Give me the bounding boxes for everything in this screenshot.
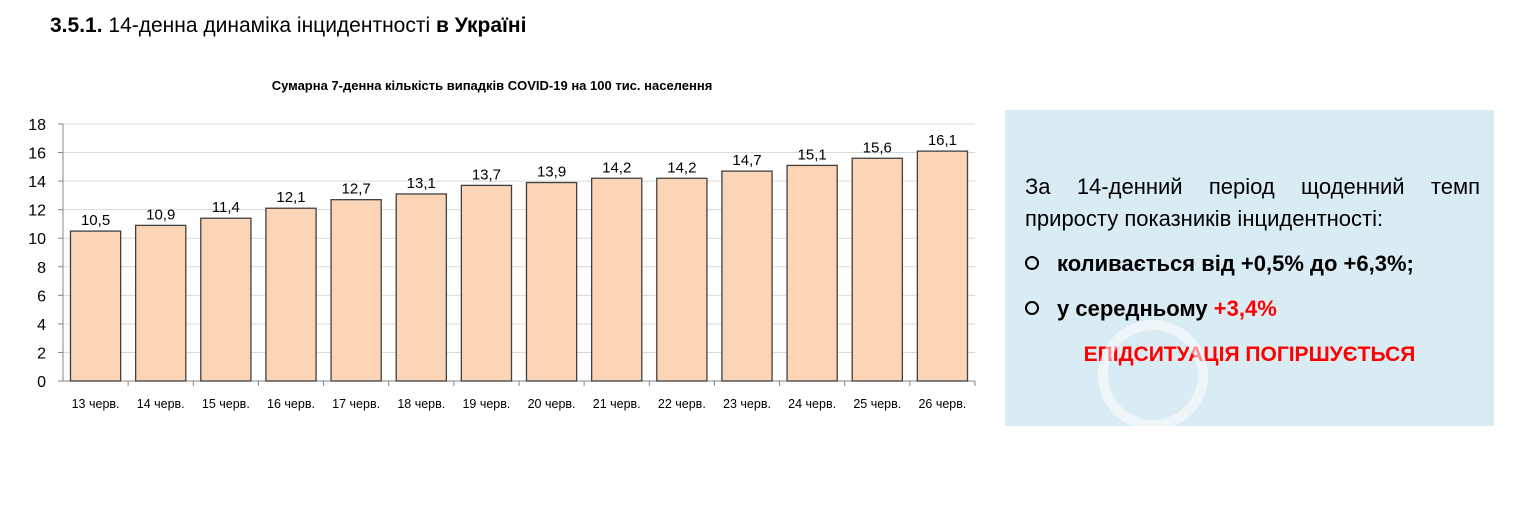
x-tick-label: 19 черв. xyxy=(462,397,510,411)
bar xyxy=(656,177,708,382)
y-tick-label: 8 xyxy=(37,260,46,277)
bar xyxy=(851,157,904,382)
summary-line-2: приросту показників інцидентності: xyxy=(1025,206,1384,231)
data-label: 10,5 xyxy=(81,212,110,229)
bullet-circle-icon xyxy=(1025,256,1039,271)
y-tick-label: 6 xyxy=(37,288,46,305)
data-label: 15,6 xyxy=(863,139,892,156)
x-tick-label: 22 черв. xyxy=(658,397,706,411)
data-label: 14,2 xyxy=(602,159,631,176)
bar-chart: Сумарна 7-денна кількість випадків COVID… xyxy=(28,78,976,411)
bar xyxy=(786,164,838,382)
y-tick-label: 12 xyxy=(28,203,46,220)
x-tick-label: 15 черв. xyxy=(202,397,250,411)
summary-line-1: За 14-денний період щоденний темп xyxy=(1025,174,1480,199)
data-label: 16,1 xyxy=(928,132,957,149)
bullet-average: у середньому +3,4% xyxy=(1025,294,1480,324)
y-tick-label: 0 xyxy=(37,374,46,391)
bar xyxy=(916,150,969,382)
data-label: 11,4 xyxy=(212,199,240,216)
x-tick-label: 23 черв. xyxy=(723,397,771,411)
data-label: 15,1 xyxy=(798,146,827,163)
data-label: 14,7 xyxy=(732,152,761,169)
x-tick-label: 25 черв. xyxy=(853,397,901,411)
data-label: 12,7 xyxy=(342,181,371,198)
bullet-average-value: +3,4% xyxy=(1213,296,1277,321)
section-number: 3.5.1. xyxy=(50,14,103,37)
chart-title: Сумарна 7-денна кількість випадків COVID… xyxy=(272,78,713,93)
section-title-bold: в Україні xyxy=(435,14,527,37)
x-tick-label: 17 черв. xyxy=(332,397,380,411)
x-tick-label: 20 черв. xyxy=(528,397,576,411)
bar xyxy=(200,217,252,382)
bar xyxy=(460,184,513,382)
y-tick-label: 18 xyxy=(28,117,46,134)
bar xyxy=(69,230,122,382)
data-label: 13,9 xyxy=(537,164,566,181)
data-label: 10,9 xyxy=(146,206,175,223)
x-tick-label: 21 черв. xyxy=(593,397,641,411)
data-label: 12,1 xyxy=(276,189,305,206)
bar xyxy=(525,181,578,382)
x-tick-label: 14 черв. xyxy=(137,397,185,411)
data-label: 13,7 xyxy=(472,166,501,183)
data-label: 14,2 xyxy=(667,159,696,176)
bullet-average-text: у середньому xyxy=(1057,296,1208,321)
x-tick-label: 13 черв. xyxy=(72,397,120,411)
y-tick-label: 2 xyxy=(37,345,46,362)
y-tick-label: 4 xyxy=(37,317,46,334)
bullet-range: коливається від +0,5% до +6,3%; xyxy=(1025,249,1480,279)
y-tick-label: 14 xyxy=(28,174,46,191)
x-tick-label: 16 черв. xyxy=(267,397,315,411)
bar xyxy=(330,199,382,382)
watermark: OBOZ.UA xyxy=(1098,320,1521,512)
bar xyxy=(265,207,317,382)
x-tick-label: 24 черв. xyxy=(788,397,836,411)
section-heading: 3.5.1. 14-денна динаміка інцидентності в… xyxy=(50,14,526,38)
bar xyxy=(721,170,773,382)
globe-icon xyxy=(1098,320,1208,430)
data-label: 13,1 xyxy=(407,175,436,192)
x-tick-label: 26 черв. xyxy=(918,397,966,411)
x-tick-label: 18 черв. xyxy=(397,397,445,411)
bar xyxy=(395,193,448,382)
bullet-range-text: коливається від +0,5% до +6,3%; xyxy=(1057,251,1414,276)
y-tick-label: 10 xyxy=(28,231,46,248)
section-title: 14-денна динаміка інцидентності xyxy=(108,14,431,37)
summary-box: За 14-денний період щоденний темп прирос… xyxy=(1005,110,1494,426)
bullet-circle-icon xyxy=(1025,301,1039,316)
bar xyxy=(134,224,187,382)
bar xyxy=(590,177,643,382)
y-tick-label: 16 xyxy=(28,146,46,163)
